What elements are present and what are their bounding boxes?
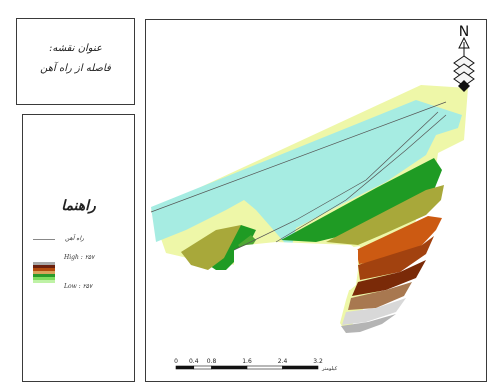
scale-bar-tick-label: 0.8: [207, 358, 217, 365]
scale-bar-tick-label: 0.4: [189, 358, 199, 365]
scale-bar-tick-label: 3.2: [313, 358, 323, 365]
map-frame: N 0 0.4 0.8 1.6 2.4 3.2 کیلومتر: [145, 19, 487, 382]
railway-legend-label: راه آهن: [65, 235, 85, 242]
legend-high-label: High : ۲۵۷: [64, 254, 95, 261]
zone-orange: [356, 216, 442, 264]
scale-bar-tick-label: 2.4: [278, 358, 288, 365]
zone-brown: [352, 260, 426, 296]
zone-tan: [348, 282, 412, 310]
color-ramp: [33, 259, 55, 283]
railway-line: [275, 114, 447, 243]
color-ramp-swatch: [33, 280, 55, 283]
color-ramp-swatch: [33, 274, 55, 277]
legend-box: راهنما راه آهن High : ۲۵۷ Low : ۲۵۷: [22, 114, 135, 382]
scale-bar-tick-label: 0: [174, 358, 178, 365]
scale-bar-unit-label: کیلومتر: [321, 366, 338, 372]
scale-bar-segment: [211, 365, 248, 370]
scale-bar-tick-label: 1.6: [242, 358, 252, 365]
color-ramp-swatch: [33, 262, 55, 265]
color-ramp-swatch: [33, 259, 55, 262]
color-ramp-swatch: [33, 271, 55, 274]
railway-line: [150, 101, 447, 213]
map-title-box: عنوان نقشه: فاصله از راه آهن: [16, 18, 135, 105]
north-arrow-icon: N: [453, 24, 475, 92]
zone-light-gray: [342, 298, 406, 325]
zone-gray: [341, 314, 396, 333]
map-title-subject: فاصله از راه آهن: [40, 63, 111, 74]
zone-olive: [181, 225, 241, 270]
map-void-area: [234, 242, 358, 290]
scale-bar-segment: [282, 365, 319, 370]
color-ramp-swatch: [33, 265, 55, 268]
legend-title: راهنما: [61, 198, 96, 214]
scale-bar-segment: [246, 365, 283, 370]
legend-low-label: Low : ۲۵۷: [64, 283, 93, 290]
railway-legend-line: [33, 239, 55, 240]
zone-green-band: [281, 158, 442, 242]
map-title-heading: عنوان نقشه:: [49, 43, 102, 54]
railway-line: [233, 111, 439, 251]
scale-bar-segment: [193, 365, 212, 370]
color-ramp-swatch: [33, 277, 55, 280]
scale-bar-segment: [175, 365, 195, 370]
zone-cyan: [151, 100, 462, 250]
north-letter: N: [459, 24, 469, 40]
color-ramp-swatch: [33, 268, 55, 271]
zone-olive-band: [326, 185, 444, 245]
zone-rust: [358, 236, 434, 280]
